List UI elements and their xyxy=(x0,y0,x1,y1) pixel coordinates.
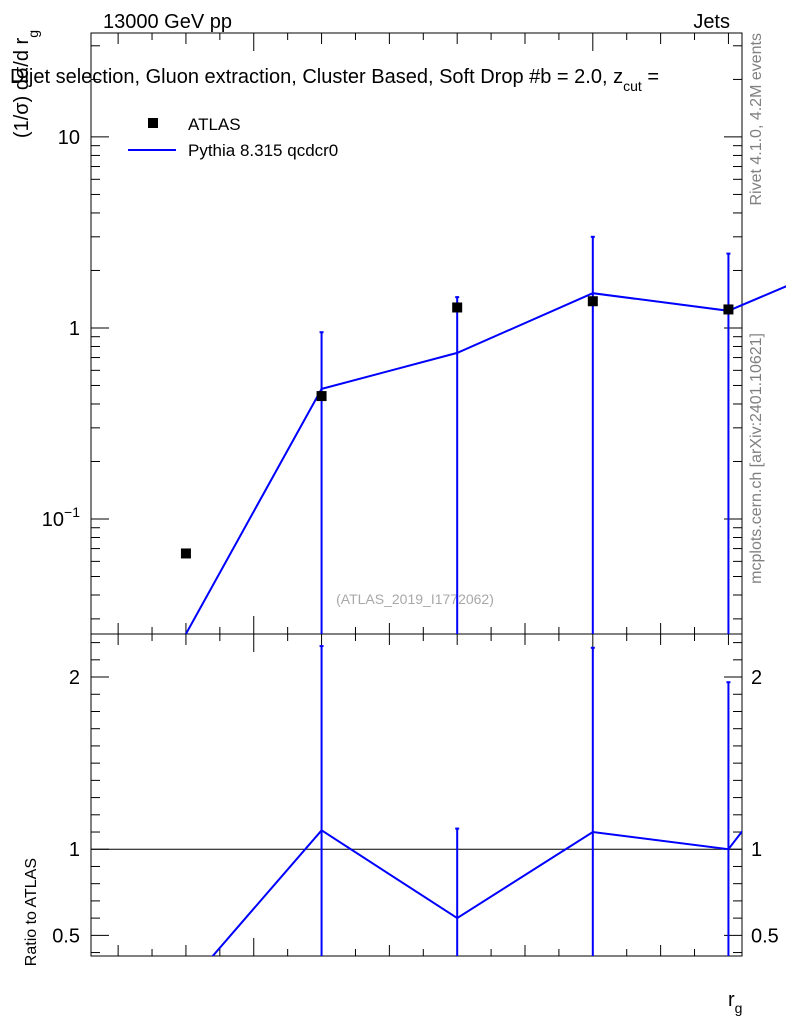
category-label: Jets xyxy=(693,11,730,33)
data-marker xyxy=(452,302,463,313)
y-tick-label: 0.5 xyxy=(52,925,80,947)
y-tick-label-right: 2 xyxy=(751,667,762,689)
ratio-mc-line xyxy=(211,828,742,956)
ratio-axis-ticks: 0.5 0.5 1 1 2 2 xyxy=(52,634,779,956)
data-marker xyxy=(723,304,734,315)
data-marker xyxy=(587,296,598,307)
y-tick-label: 2 xyxy=(69,667,80,689)
rivet-version-label: Rivet 4.1.0, 4.2M events xyxy=(748,33,765,206)
legend-data-marker xyxy=(148,118,158,128)
y-tick-label-right: 1 xyxy=(751,839,762,861)
main-plot-marks xyxy=(180,235,786,635)
ratio-plot-marks xyxy=(91,645,742,956)
y-tick-label-right: 0.5 xyxy=(751,925,779,947)
main-ylabel: (1/σ) dσ/d rg xyxy=(11,30,41,138)
mcplots-label: mcplots.cern.ch [arXiv:2401.10621] xyxy=(748,333,765,584)
y-tick-label: 1 xyxy=(69,318,80,340)
main-axis-ticks: 10−1 1 10 xyxy=(42,33,742,634)
legend: ATLAS Pythia 8.315 qcdcr0 xyxy=(128,115,338,160)
data-marker xyxy=(180,548,191,559)
y-tick-label: 1 xyxy=(69,839,80,861)
data-marker xyxy=(316,391,327,402)
y-tick-label: 10−1 xyxy=(42,504,80,531)
analysis-watermark: (ATLAS_2019_I1772062) xyxy=(336,591,494,607)
legend-mc-label: Pythia 8.315 qcdcr0 xyxy=(188,141,338,160)
mc-line xyxy=(185,285,786,635)
legend-data-label: ATLAS xyxy=(188,115,241,134)
ratio-plot-frame xyxy=(90,633,743,957)
x-axis-label: rg xyxy=(728,989,742,1016)
energy-label: 13000 GeV pp xyxy=(103,11,232,33)
y-tick-label: 10 xyxy=(58,127,80,149)
ratio-ylabel: Ratio to ATLAS xyxy=(23,858,40,966)
plot-title: Dijet selection, Gluon extraction, Clust… xyxy=(10,66,659,94)
